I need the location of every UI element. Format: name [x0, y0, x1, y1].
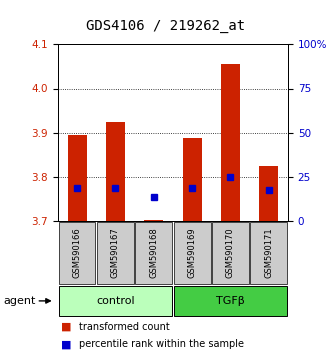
Bar — [259, 166, 278, 221]
Text: percentile rank within the sample: percentile rank within the sample — [79, 339, 244, 349]
Text: ■: ■ — [61, 339, 72, 349]
Bar — [182, 138, 202, 221]
Text: GSM590169: GSM590169 — [188, 228, 197, 279]
Bar — [174, 222, 211, 284]
Text: GSM590170: GSM590170 — [226, 228, 235, 279]
Bar — [144, 220, 164, 221]
Text: transformed count: transformed count — [79, 321, 170, 332]
Text: GSM590168: GSM590168 — [149, 228, 158, 279]
Bar — [221, 64, 240, 221]
Bar — [97, 222, 134, 284]
Bar — [174, 286, 287, 315]
Text: control: control — [96, 296, 135, 306]
Bar — [250, 222, 287, 284]
Bar — [59, 222, 96, 284]
Bar — [135, 222, 172, 284]
Text: TGFβ: TGFβ — [216, 296, 245, 306]
Bar — [68, 135, 87, 221]
Text: GSM590166: GSM590166 — [72, 228, 82, 279]
Text: GSM590167: GSM590167 — [111, 228, 120, 279]
Bar — [212, 222, 249, 284]
Text: GDS4106 / 219262_at: GDS4106 / 219262_at — [86, 19, 245, 34]
Text: ■: ■ — [61, 321, 72, 332]
Text: agent: agent — [3, 296, 36, 306]
Bar — [106, 122, 125, 221]
Text: GSM590171: GSM590171 — [264, 228, 273, 279]
Bar — [59, 286, 172, 315]
